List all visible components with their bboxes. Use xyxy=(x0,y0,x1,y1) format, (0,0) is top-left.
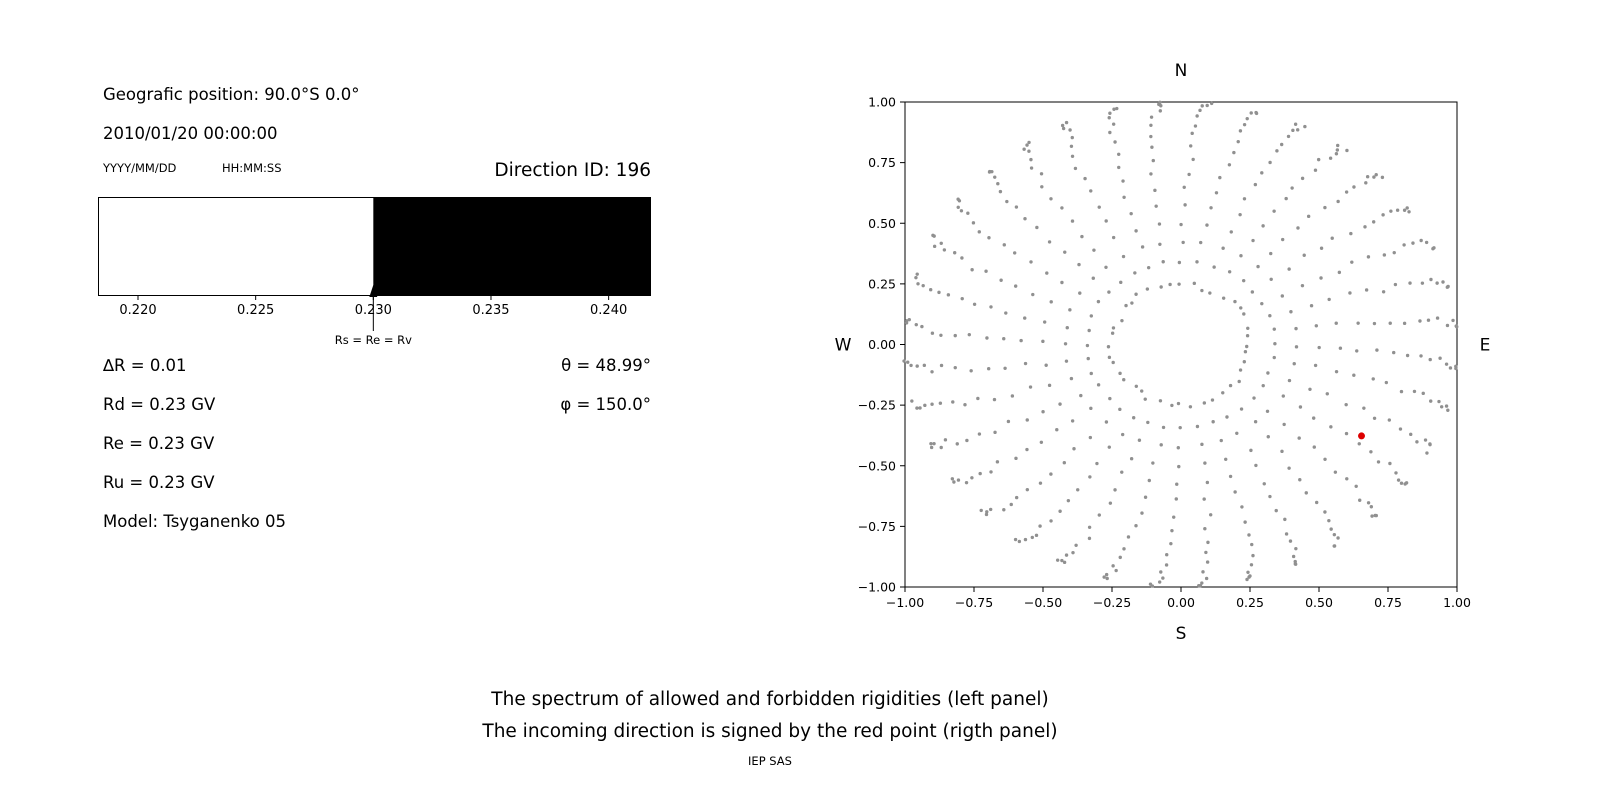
red-point-marker xyxy=(1358,432,1366,440)
svg-text:1.00: 1.00 xyxy=(868,95,896,110)
svg-text:−0.50: −0.50 xyxy=(858,458,896,473)
geographic-position-label: Geografic position: 90.0°S 0.0° xyxy=(103,85,360,104)
svg-text:−0.25: −0.25 xyxy=(858,398,896,413)
param-delta-r: ∆R = 0.01 xyxy=(103,356,187,375)
compass-west-label: W xyxy=(835,336,852,356)
compass-north-label: N xyxy=(1175,61,1188,81)
caption-line2: The incoming direction is signed by the … xyxy=(482,721,1058,742)
param-row: Re = 0.23 GV xyxy=(103,434,651,473)
svg-text:−0.75: −0.75 xyxy=(955,595,993,610)
param-rd: Rd = 0.23 GV xyxy=(103,395,216,414)
time-format-hint: HH:MM:SS xyxy=(222,161,282,175)
svg-text:0.75: 0.75 xyxy=(1374,595,1402,610)
date-format-hint: YYYY/MM/DD xyxy=(103,161,177,175)
svg-text:0.240: 0.240 xyxy=(590,303,627,318)
param-row: Rd = 0.23 GV φ = 150.0° xyxy=(103,395,651,434)
compass-east-label: E xyxy=(1480,336,1491,356)
svg-text:−0.25: −0.25 xyxy=(1093,595,1131,610)
param-theta: θ = 48.99° xyxy=(561,356,651,375)
caption-line1: The spectrum of allowed and forbidden ri… xyxy=(491,689,1049,710)
svg-text:0.50: 0.50 xyxy=(868,216,896,231)
caption-block: The spectrum of allowed and forbidden ri… xyxy=(0,684,1540,768)
svg-text:0.220: 0.220 xyxy=(119,303,156,318)
svg-text:0.225: 0.225 xyxy=(237,303,274,318)
compass-south-label: S xyxy=(1176,624,1187,644)
svg-text:0.75: 0.75 xyxy=(868,155,896,170)
direction-id-label: Direction ID: 196 xyxy=(494,160,651,181)
param-row: Ru = 0.23 GV xyxy=(103,473,651,512)
param-model: Model: Tsyganenko 05 xyxy=(103,512,287,531)
svg-text:0.235: 0.235 xyxy=(472,303,509,318)
svg-text:1.00: 1.00 xyxy=(1443,595,1471,610)
param-row: ∆R = 0.01 θ = 48.99° xyxy=(103,356,651,395)
datetime-label: 2010/01/20 00:00:00 xyxy=(103,124,278,143)
svg-text:0.50: 0.50 xyxy=(1305,595,1333,610)
parameters-block: ∆R = 0.01 θ = 48.99° Rd = 0.23 GV φ = 15… xyxy=(103,356,651,551)
param-phi: φ = 150.0° xyxy=(560,395,651,414)
param-ru: Ru = 0.23 GV xyxy=(103,473,215,492)
svg-text:0.25: 0.25 xyxy=(1236,595,1264,610)
svg-text:Rs = Re = Rv: Rs = Re = Rv xyxy=(335,333,412,347)
svg-text:−0.75: −0.75 xyxy=(858,519,896,534)
svg-text:0.00: 0.00 xyxy=(1167,595,1195,610)
svg-text:−1.00: −1.00 xyxy=(858,580,896,595)
credit-label: IEP SAS xyxy=(748,754,792,768)
asymptotic-direction-chart: −1.00 −0.75 −0.50 −0.25 0.00 0.25 0.50 0.75 1.00… xyxy=(835,61,1491,644)
svg-text:0.25: 0.25 xyxy=(868,276,896,291)
param-row: Model: Tsyganenko 05 xyxy=(103,512,651,551)
svg-text:−1.00: −1.00 xyxy=(886,595,924,610)
svg-text:−0.50: −0.50 xyxy=(1024,595,1062,610)
svg-text:0.00: 0.00 xyxy=(868,337,896,352)
param-re: Re = 0.23 GV xyxy=(103,434,215,453)
